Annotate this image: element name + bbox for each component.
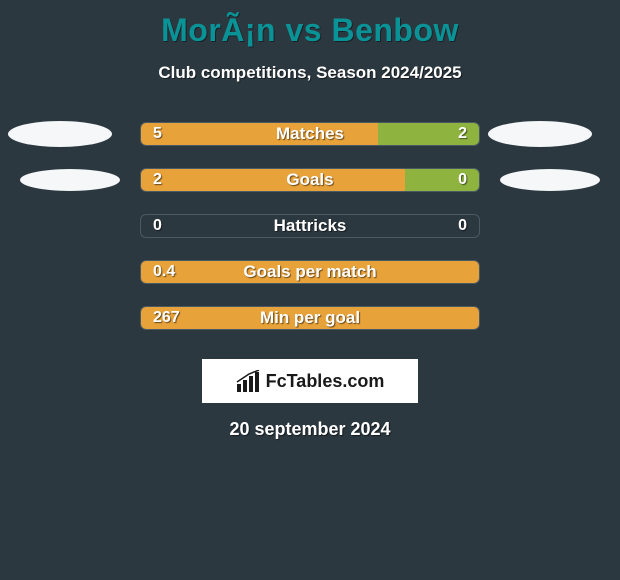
bar-track: 5 2 Matches xyxy=(140,122,480,146)
bar-left xyxy=(141,307,479,329)
logo-text: FcTables.com xyxy=(266,371,385,392)
stat-label: Hattricks xyxy=(141,215,479,237)
comparison-chart: 5 2 Matches 2 0 Goals 0 0 Hattricks xyxy=(0,111,620,341)
player-left-marker xyxy=(20,169,120,191)
date-text: 20 september 2024 xyxy=(0,419,620,440)
value-left: 0 xyxy=(153,215,162,237)
logo-box: FcTables.com xyxy=(202,359,418,403)
value-right: 0 xyxy=(458,215,467,237)
bar-right xyxy=(405,169,479,191)
bar-track: 267 Min per goal xyxy=(140,306,480,330)
bar-left xyxy=(141,169,405,191)
bar-right xyxy=(378,123,479,145)
bar-left xyxy=(141,123,378,145)
fctables-logo: FcTables.com xyxy=(236,370,385,392)
player-left-marker xyxy=(8,121,112,147)
stat-row-goals: 2 0 Goals xyxy=(0,157,620,203)
stat-row-matches: 5 2 Matches xyxy=(0,111,620,157)
bar-left xyxy=(141,261,479,283)
bar-track: 2 0 Goals xyxy=(140,168,480,192)
player-right-marker xyxy=(500,169,600,191)
page-title: MorÃ¡n vs Benbow xyxy=(0,0,620,49)
stat-row-hattricks: 0 0 Hattricks xyxy=(0,203,620,249)
subtitle: Club competitions, Season 2024/2025 xyxy=(0,63,620,83)
player-right-marker xyxy=(488,121,592,147)
stat-row-goals-per-match: 0.4 Goals per match xyxy=(0,249,620,295)
bar-track: 0 0 Hattricks xyxy=(140,214,480,238)
stat-row-min-per-goal: 267 Min per goal xyxy=(0,295,620,341)
bars-icon xyxy=(236,370,262,392)
bar-track: 0.4 Goals per match xyxy=(140,260,480,284)
